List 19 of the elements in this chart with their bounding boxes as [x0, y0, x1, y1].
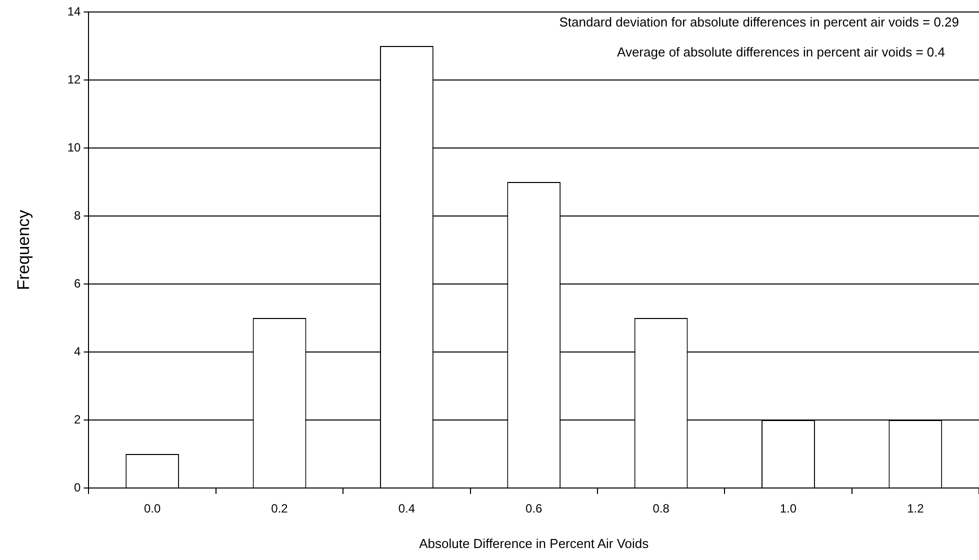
x-tick-label: 1.2	[907, 502, 924, 516]
y-tick-label: 12	[67, 72, 82, 86]
y-tick-label: 2	[74, 412, 82, 426]
x-axis-title: Absolute Difference in Percent Air Voids	[419, 536, 650, 551]
y-tick-label: 0	[74, 480, 82, 494]
y-tick-label: 4	[74, 344, 82, 358]
x-tick-label: 0.2	[271, 502, 288, 516]
y-tick-label: 14	[67, 4, 82, 18]
annotation: Average of absolute differences in percent air voids = 0.4	[617, 44, 945, 60]
x-tick-label: 0.6	[526, 502, 543, 516]
annotation: Standard deviation for absolute differences in percent air voids = 0.29	[559, 14, 959, 30]
y-tick-label: 8	[74, 208, 82, 222]
y-tick-label: 6	[74, 276, 82, 290]
x-tick-label: 0.0	[144, 502, 161, 516]
y-axis-title: Frequency	[14, 209, 33, 290]
x-tick-label: 0.8	[652, 502, 670, 516]
y-tick-label: 10	[67, 140, 82, 154]
x-tick-label: 1.0	[780, 502, 797, 516]
x-tick-label: 0.4	[398, 502, 416, 516]
